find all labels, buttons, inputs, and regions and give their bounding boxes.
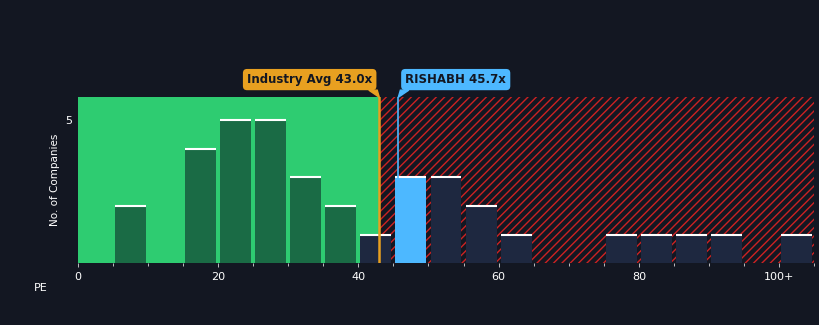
- Text: RISHABH 45.7x: RISHABH 45.7x: [400, 73, 505, 97]
- Bar: [184, 149, 215, 263]
- Bar: [500, 235, 531, 263]
- Bar: [676, 235, 706, 263]
- Bar: [325, 206, 355, 263]
- Bar: [360, 235, 391, 263]
- Bar: [255, 120, 286, 263]
- Text: PE: PE: [34, 283, 48, 293]
- Bar: [115, 206, 146, 263]
- Bar: [710, 235, 741, 263]
- Bar: [430, 177, 461, 263]
- Bar: [379, 97, 813, 263]
- Bar: [605, 235, 636, 263]
- Bar: [781, 235, 812, 263]
- Y-axis label: No. of Companies: No. of Companies: [50, 134, 60, 227]
- Bar: [379, 97, 813, 263]
- Bar: [640, 235, 671, 263]
- Polygon shape: [398, 90, 409, 97]
- Bar: [395, 177, 426, 263]
- Bar: [290, 177, 321, 263]
- Text: Industry Avg 43.0x: Industry Avg 43.0x: [247, 73, 376, 97]
- Polygon shape: [369, 90, 379, 97]
- Bar: [78, 97, 379, 263]
- Bar: [465, 206, 496, 263]
- Bar: [219, 120, 251, 263]
